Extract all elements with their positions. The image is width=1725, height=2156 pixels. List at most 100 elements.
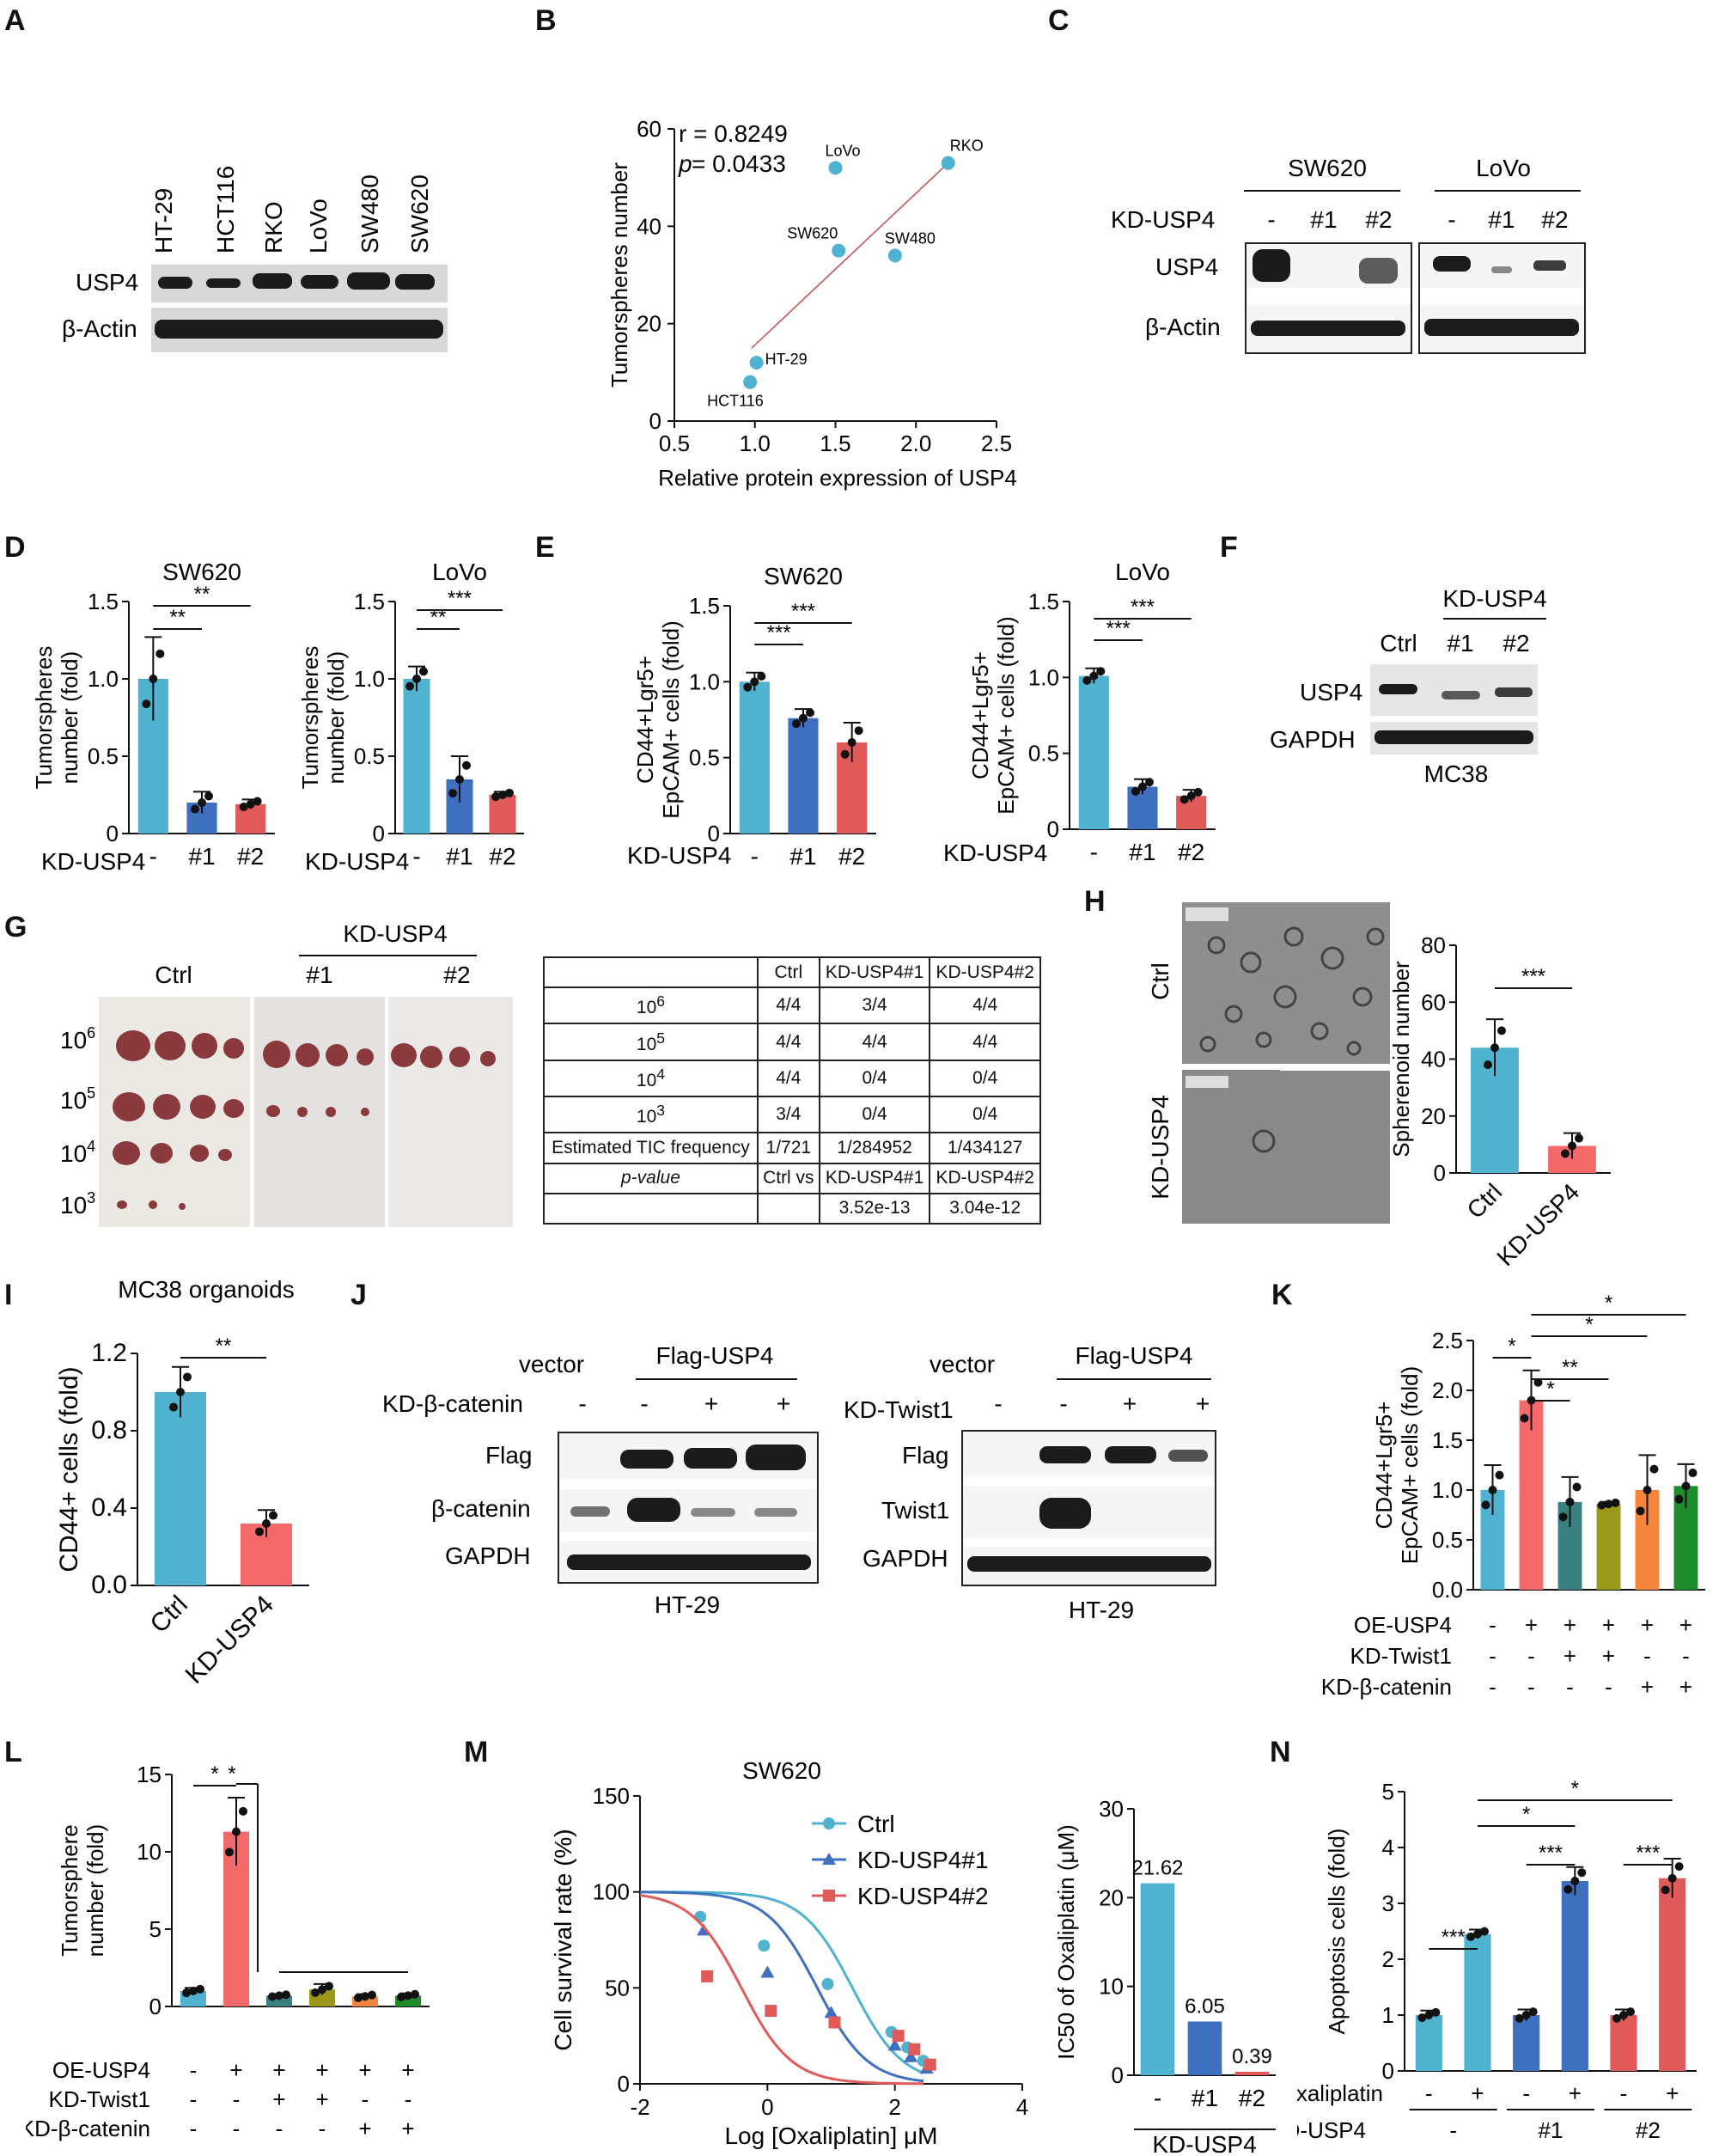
data-point [1563, 1884, 1573, 1894]
table-cell: 105 [543, 1023, 759, 1061]
lane-sign: - [1267, 206, 1275, 233]
data-point [1688, 1469, 1698, 1478]
panel-j-right-blot: vector Flag-USP4 KD-Twist1 - - + + Flag … [844, 1342, 1216, 1623]
blot-row-label: β-Actin [62, 315, 137, 342]
y-tick-label: 1.5 [88, 589, 119, 614]
y-tick-label: 0 [107, 821, 119, 846]
bar [1464, 1933, 1491, 2071]
x-tick-label: 1.5 [820, 431, 850, 456]
y-tick-label: 1.5 [1028, 589, 1059, 614]
data-point [1612, 2013, 1621, 2023]
data-point [419, 667, 428, 676]
kd-usp4-label: KD-USP4 [305, 848, 409, 875]
bar [1610, 2015, 1637, 2071]
table-cell: KD-USP4#1 [818, 956, 931, 989]
y-axis-label: Tumorspheres [31, 646, 57, 790]
bar [1078, 675, 1109, 829]
panel-e-lovo-bars: 0 0.5 1.0 1.5 - #1 #2 ****** CD44+Lgr5+ EpCAM+ ce… [943, 559, 1216, 866]
blot-bands [567, 1444, 811, 1570]
significance-label: *** [448, 587, 472, 610]
p-symbol: p [678, 150, 692, 177]
point-label: HCT116 [707, 393, 764, 410]
kd-group-label: #1 [1539, 2117, 1563, 2143]
y-tick-label: 1.5 [354, 589, 385, 614]
condition-sign: + [1602, 1643, 1615, 1669]
data-point [1667, 1873, 1677, 1883]
x-tick-label: 4 [1016, 2094, 1028, 2120]
condition-sign: - [1682, 1643, 1690, 1669]
fit-curve [640, 1890, 924, 2074]
condition-sign: - [1489, 1643, 1496, 1669]
x-tick-label: 2.5 [981, 431, 1012, 456]
data-point [1484, 1060, 1492, 1070]
significance-label: * [1546, 1377, 1554, 1401]
data-point [262, 1519, 271, 1528]
data-point [1528, 2007, 1538, 2017]
panel-l-bars: 0 5 10 15 * Tumorsphere number (fold) * OE-USP4 -… [26, 1762, 430, 2141]
table-row: 3.52e-13 3.04e-12 [543, 1192, 1041, 1225]
data-point [176, 1388, 185, 1396]
table-row: Ctrl KD-USP4#1 KD-USP4#2 [543, 956, 1041, 989]
y-tick-label: 10 [1099, 1974, 1124, 2000]
y-tick-label: 1.0 [88, 666, 119, 692]
data-point [1619, 2011, 1628, 2019]
blot-row-label: β-catenin [431, 1495, 531, 1522]
x-tick-label: #1 [1129, 839, 1155, 865]
data-point [832, 243, 846, 258]
panel-letter-m: M [464, 1736, 489, 1768]
data-point [1568, 1141, 1576, 1151]
data-point [191, 804, 199, 814]
y-tick-label: 0.0 [91, 1571, 127, 1599]
x-tick-label: -2 [630, 2094, 649, 2120]
lane-label: #1 [1447, 630, 1473, 657]
significance-label: *** [1442, 1926, 1466, 1949]
significance-label: ** [1562, 1356, 1578, 1379]
data-point [182, 1988, 191, 1998]
blot-row-label: USP4 [76, 269, 138, 296]
significance-label: ** [430, 606, 447, 629]
x-tick-label: - [751, 843, 759, 870]
flag-usp4-label: Flag-USP4 [656, 1342, 774, 1369]
blot-row-label: GAPDH [445, 1542, 531, 1569]
panel-letter-i: I [4, 1279, 13, 1311]
data-label: 21.62 [1131, 1857, 1183, 1880]
data-point [183, 1372, 192, 1382]
y-tick-label: 0.5 [1028, 741, 1059, 767]
significance-label: * [1508, 1335, 1515, 1358]
table-cell: 103 [543, 1096, 759, 1134]
correlation-r: r = 0.8249 [679, 120, 788, 147]
panel-k-bars: 0.00.51.01.52.02.5 ******CD44+Lgr5+ EpCAM+… [1321, 1292, 1705, 1700]
lane-sign: #1 [1488, 206, 1515, 233]
data-point [1577, 1868, 1587, 1878]
lane-label: #2 [1503, 630, 1529, 657]
data-point [142, 699, 151, 709]
condition-sign: + [358, 2116, 371, 2141]
table-cell: 0/4 [818, 1096, 931, 1134]
y-axis-label: IC50 of Oxaliplatin (μM) [1053, 1824, 1079, 2060]
table-cell: 4/4 [818, 1023, 931, 1061]
data-point [397, 1993, 405, 2002]
legend-marker [822, 1853, 836, 1865]
condition-sign: + [315, 2057, 328, 2083]
point-label: SW620 [787, 225, 838, 242]
data-point [1626, 2007, 1635, 2017]
y-tick-label: 30 [1099, 1796, 1124, 1822]
dose-label: 103 [60, 1189, 95, 1218]
condition-sign: - [1527, 1643, 1535, 1669]
data-point [169, 1402, 178, 1412]
x-tick-label: - [1154, 2085, 1161, 2111]
bar [1596, 1504, 1621, 1590]
data-point [1481, 1500, 1490, 1510]
condition-sign: + [315, 2086, 328, 2112]
data-point [799, 713, 808, 723]
data-point [1431, 2007, 1441, 2017]
bar [403, 679, 430, 834]
significance-label: * [1585, 1313, 1593, 1336]
data-point [505, 788, 514, 797]
micrograph-label: Ctrl [1147, 962, 1173, 1000]
blot-bands [1375, 684, 1533, 744]
kd-usp4-label: KD-USP4 [1442, 585, 1546, 612]
condition-sign: + [1563, 1643, 1576, 1669]
kd-beta-catenin-label: KD-β-catenin [382, 1390, 523, 1417]
x-tick-label: #2 [489, 843, 515, 870]
